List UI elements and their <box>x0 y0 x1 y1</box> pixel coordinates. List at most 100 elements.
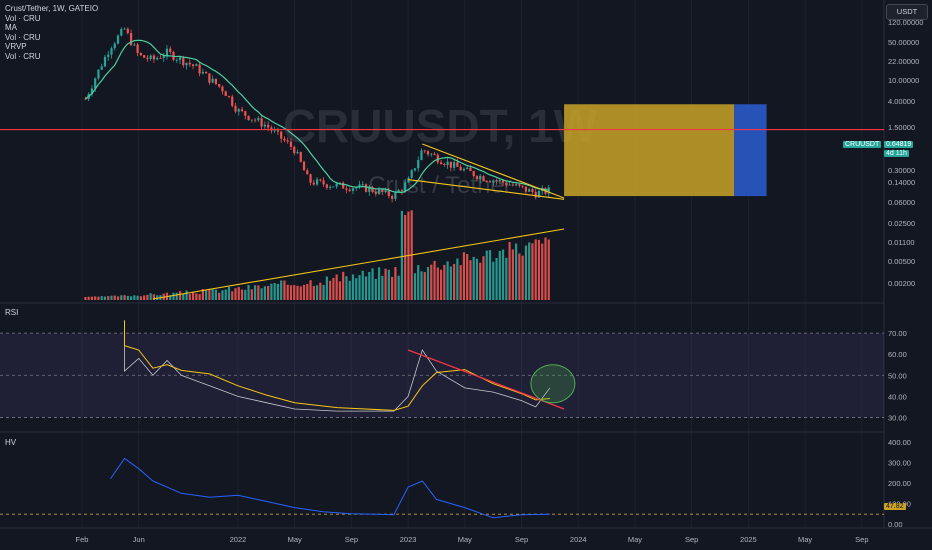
legend-item[interactable]: MA <box>5 23 17 33</box>
volume-bar <box>198 294 201 300</box>
candle-body <box>387 190 390 197</box>
volume-bar <box>110 295 113 300</box>
candle-body <box>508 184 511 186</box>
wedge-upper-line <box>422 143 565 199</box>
volume-bar <box>322 284 325 300</box>
volume-bar <box>143 295 146 300</box>
candle-body <box>430 153 433 155</box>
candle-body <box>446 161 449 166</box>
volume-bar <box>335 274 338 300</box>
legend-item[interactable]: Vol · CRU <box>5 13 41 23</box>
volume-bar <box>84 296 87 300</box>
candle-body <box>205 71 208 74</box>
candle-body <box>358 184 361 188</box>
volume-bar <box>211 288 214 300</box>
volume-bar <box>420 271 423 300</box>
volume-bar <box>113 295 116 300</box>
candle-body <box>417 160 420 169</box>
candle-body <box>492 180 495 183</box>
candle-body <box>469 167 472 172</box>
volume-bar <box>260 288 263 300</box>
candle-body <box>123 28 126 30</box>
candle-body <box>289 141 293 147</box>
legend-symbol[interactable]: Crust/Tether, 1W, GATEIO <box>5 4 99 13</box>
legend-item[interactable]: Vol · CRU <box>5 32 41 42</box>
rsi-moving-average <box>124 320 550 411</box>
time-tick-label: Sep <box>855 535 868 544</box>
volume-bar <box>466 254 469 300</box>
candle-body <box>276 130 280 132</box>
volume-bar <box>123 295 126 300</box>
price-tick-label: 0.06000 <box>888 198 915 207</box>
time-tick-label: Jun <box>133 535 145 544</box>
volume-bar <box>299 286 302 300</box>
volume-bar <box>172 292 175 300</box>
candle-body <box>191 64 195 66</box>
volume-bar <box>482 256 485 300</box>
candle-body <box>426 151 430 155</box>
candle-body <box>531 189 534 193</box>
candle-body <box>345 188 348 190</box>
volume-bar <box>521 255 524 300</box>
volume-bar <box>459 265 462 300</box>
watermark-ticker: CRUUSDT, 1W <box>283 100 598 152</box>
candle-body <box>156 57 159 60</box>
volume-bar <box>156 295 159 300</box>
legend-item[interactable]: VRVP <box>5 42 27 52</box>
candle-body <box>260 118 263 127</box>
grid-lines <box>0 0 932 529</box>
candle-body <box>273 130 276 132</box>
volume-bar <box>169 295 172 300</box>
candle-body <box>152 55 156 60</box>
candle-body <box>394 192 397 199</box>
candle-body <box>410 170 413 178</box>
candle-body <box>110 48 113 55</box>
candle-body <box>257 118 260 121</box>
volume-bar <box>185 290 188 300</box>
candle-body <box>286 140 289 142</box>
time-tick-label: May <box>628 535 642 544</box>
volume-bar <box>234 288 237 300</box>
candle-body <box>518 184 521 186</box>
candle-body <box>332 186 335 188</box>
legend-item[interactable]: Vol · CRU <box>5 51 41 61</box>
volume-bar <box>488 250 492 300</box>
candle-body <box>443 164 446 166</box>
rsi-line <box>124 320 551 412</box>
target-zone[interactable] <box>564 104 767 197</box>
candle-body <box>162 56 165 59</box>
volume-bar <box>472 256 475 300</box>
volume-bar <box>456 258 459 300</box>
volume-bar <box>439 269 443 300</box>
candle-body <box>459 166 462 171</box>
candle-body <box>329 186 332 188</box>
candle-body <box>280 131 283 139</box>
moving-average-line <box>85 39 549 194</box>
candle-body <box>319 179 322 181</box>
trendline-drawings[interactable] <box>0 128 884 300</box>
volume-bar <box>397 275 400 300</box>
volume-bar <box>175 292 178 300</box>
candle-body <box>495 180 498 182</box>
volume-bar <box>103 296 107 300</box>
volume-bar <box>188 293 191 300</box>
candle-body <box>534 192 537 198</box>
rsi-band <box>0 333 884 418</box>
currency-button[interactable]: USDT <box>886 4 928 20</box>
candle-body <box>253 119 257 121</box>
candle-body <box>511 184 514 186</box>
volume-bar <box>257 285 260 300</box>
price-tick-label: 22.00000 <box>888 57 919 66</box>
bar-countdown-label: 4d 11h <box>884 150 909 157</box>
candle-body <box>361 184 364 186</box>
volume-bar <box>475 258 479 300</box>
volume-bar <box>355 278 358 300</box>
volume-bar <box>534 239 537 300</box>
candle-body <box>149 55 152 60</box>
hv-tick-label: 0.00 <box>888 520 903 529</box>
volume-bar <box>423 272 426 300</box>
volume-bar <box>129 296 133 300</box>
volume-bar <box>364 276 368 300</box>
candle-body <box>139 52 142 56</box>
